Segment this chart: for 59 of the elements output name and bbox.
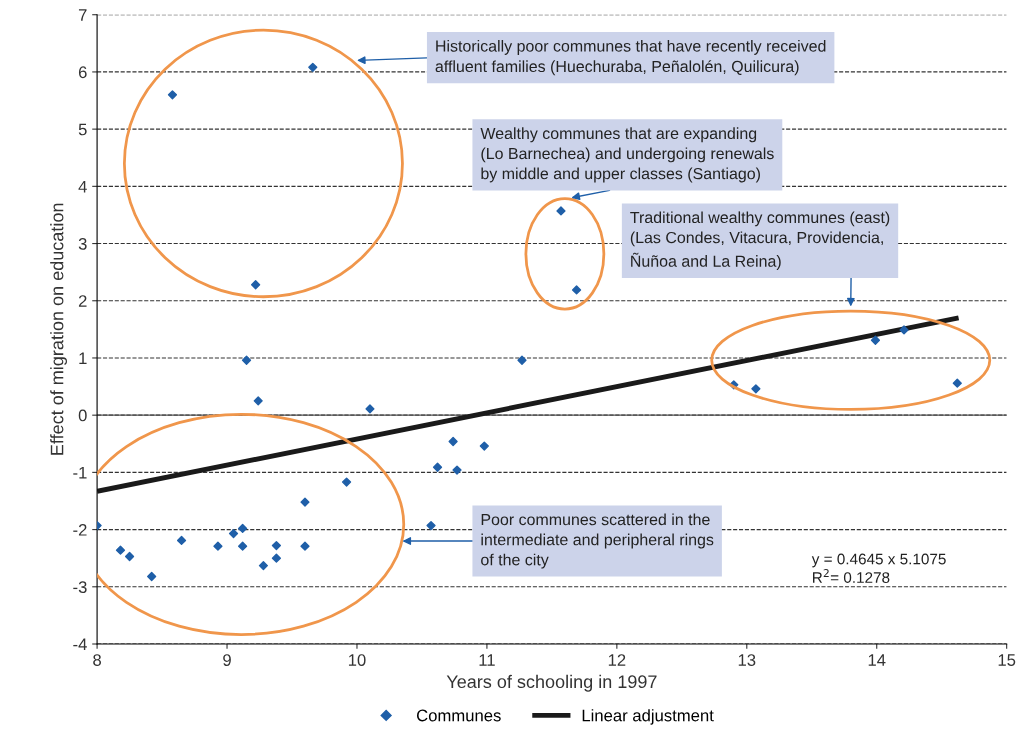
y-tick-label: 6 — [78, 66, 87, 79]
point — [517, 355, 527, 365]
legend-label: Linear adjustment — [582, 709, 714, 725]
point — [571, 285, 582, 295]
point — [213, 541, 223, 551]
point — [167, 90, 178, 100]
legend-label: Communes — [417, 709, 501, 722]
point — [365, 404, 375, 414]
point — [124, 551, 135, 562]
point — [308, 62, 318, 72]
annotation: Poor communes scattered in the intermediate and peripheral rings of the city — [481, 513, 714, 569]
y-axis-title: Effect of migration on education — [50, 203, 67, 455]
point — [479, 441, 489, 451]
y-tick-label: 2 — [78, 295, 87, 307]
x-tick-label: 10 — [348, 654, 366, 666]
y-tick-label: -3 — [73, 581, 87, 593]
point — [258, 561, 269, 571]
x-tick-label: 14 — [868, 654, 886, 666]
x-tick-label: 13 — [738, 654, 756, 666]
point — [300, 497, 310, 507]
point — [341, 477, 352, 487]
point — [237, 523, 248, 534]
point — [432, 462, 443, 472]
annotation: Traditional wealthy communes (east) (Las Condes, Vitacura, Providencia, Ñuñoa and La Reina) — [630, 211, 890, 270]
point — [176, 535, 187, 546]
point — [556, 206, 566, 216]
point — [271, 553, 282, 563]
point — [147, 571, 157, 582]
annotation: y = 0.4645 x 5.1075 R$^{2}$= 0.1278 — [811, 553, 946, 583]
x-tick-label: 15 — [998, 654, 1016, 666]
point — [250, 280, 261, 290]
point — [870, 335, 881, 345]
x-tick-label: 11 — [479, 654, 495, 666]
y-tick-label: -2 — [73, 523, 87, 536]
point — [241, 355, 252, 365]
x-axis-title: Years of schooling in 1997 — [446, 674, 657, 692]
y-tick-label: 5 — [78, 123, 87, 136]
point — [952, 378, 962, 388]
annotation: Historically poor communes that have recently received affluent families (Huechuraba, Peñalolén, Quilicura) — [435, 40, 826, 76]
y-tick-label: 1 — [79, 352, 87, 364]
y-tick-label: 7 — [78, 9, 87, 21]
point — [751, 384, 761, 394]
y-tick-label: 0 — [78, 409, 87, 422]
y-tick-label: 3 — [78, 237, 87, 250]
y-tick-label: -4 — [73, 638, 87, 651]
y-tick-label: 4 — [78, 180, 87, 193]
point — [300, 541, 310, 551]
point — [426, 520, 436, 531]
point — [228, 528, 239, 539]
point — [115, 545, 126, 555]
annotation: Wealthy communes that are expanding (Lo Barnechea) and undergoing renewals by middle and upper classes (Santiago) — [480, 127, 774, 183]
point — [448, 436, 458, 447]
y-tick-label: -1 — [73, 466, 87, 479]
x-tick-label: 8 — [93, 654, 101, 666]
x-tick-label: 12 — [608, 654, 626, 666]
x-tick-label: 9 — [223, 654, 231, 666]
point — [253, 396, 263, 406]
point — [271, 540, 282, 551]
point — [237, 541, 248, 551]
